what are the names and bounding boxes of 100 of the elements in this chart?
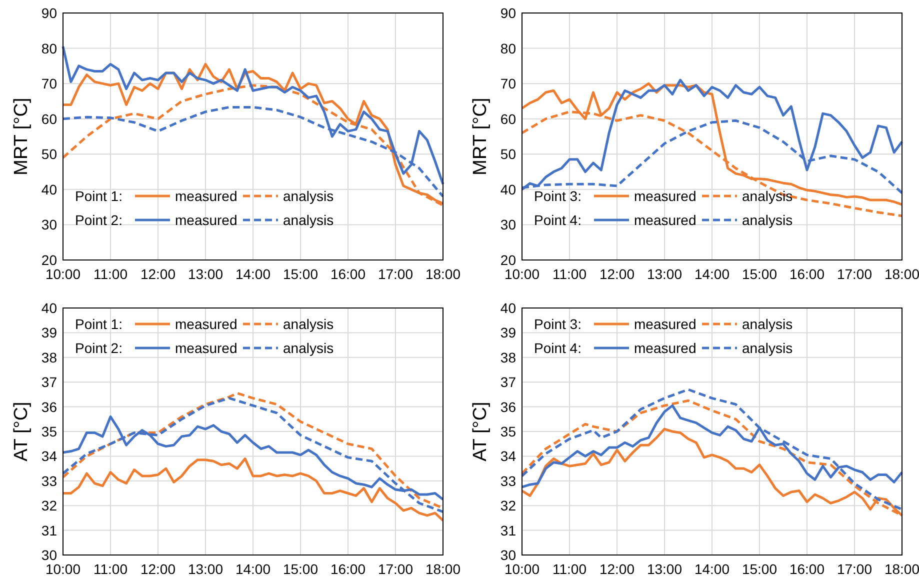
x-tick-label: 17:00 — [378, 561, 414, 577]
legend-label: analysis — [742, 340, 793, 356]
x-tick-label: 17:00 — [378, 266, 414, 282]
y-axis-title: MRT [°C] — [11, 98, 32, 176]
annotation: Point 3: — [534, 188, 582, 204]
x-tick-label: 12:00 — [140, 266, 176, 282]
line-series — [62, 457, 444, 522]
legend-label: analysis — [283, 316, 334, 332]
x-tick-label: 17:00 — [836, 561, 872, 577]
x-tick-label: 13:00 — [646, 266, 682, 282]
y-tick-label: 50 — [41, 146, 58, 162]
legend-label: analysis — [283, 188, 334, 204]
y-tick-label: 20 — [41, 252, 58, 268]
x-tick-label: 15:00 — [282, 266, 318, 282]
annotation: Point 1: — [75, 316, 122, 332]
y-tick-label: 30 — [500, 216, 516, 233]
legend-label: measured — [175, 188, 238, 204]
legend-label: analysis — [283, 340, 334, 356]
y-tick-label: 90 — [41, 5, 58, 21]
x-tick-label: 10:00 — [504, 561, 540, 577]
x-tick-label: 11:00 — [552, 561, 587, 577]
y-tick-label: 34 — [500, 448, 516, 464]
x-tick-label: 18:00 — [884, 266, 919, 282]
y-tick-label: 60 — [500, 110, 516, 127]
y-tick-label: 90 — [500, 5, 516, 21]
y-tick-label: 30 — [500, 547, 516, 563]
x-tick-label: 13:00 — [646, 561, 682, 577]
y-tick-label: 35 — [500, 424, 516, 440]
y-tick-label: 36 — [500, 398, 516, 415]
y-tick-label: 31 — [41, 522, 58, 538]
x-tick-label: 16:00 — [330, 561, 366, 577]
y-tick-label: 40 — [500, 300, 516, 316]
x-tick-label: 13:00 — [188, 561, 224, 577]
legend-label: analysis — [742, 188, 793, 204]
y-tick-label: 35 — [41, 424, 58, 440]
x-tick-label: 12:00 — [599, 266, 635, 282]
y-tick-label: 20 — [500, 252, 516, 268]
y-tick-label: 30 — [41, 216, 58, 233]
annotation: Point 1: — [75, 188, 122, 204]
x-tick-label: 18:00 — [425, 561, 461, 577]
x-tick-label: 15:00 — [742, 561, 778, 577]
y-tick-label: 33 — [41, 472, 58, 489]
y-tick-label: 70 — [500, 76, 516, 92]
legend-label: measured — [175, 316, 238, 332]
legend-label: measured — [634, 340, 696, 356]
y-tick-label: 70 — [41, 76, 58, 92]
y-tick-label: 36 — [41, 398, 58, 415]
x-tick-label: 12:00 — [599, 561, 635, 577]
x-tick-label: 11:00 — [94, 266, 128, 282]
annotation: Point 3: — [534, 316, 582, 332]
x-tick-label: 14:00 — [235, 266, 271, 282]
x-tick-label: 10:00 — [45, 266, 81, 282]
y-tick-label: 80 — [500, 40, 516, 56]
legend-label: measured — [634, 188, 696, 204]
x-tick-label: 17:00 — [836, 266, 872, 282]
legend-label: analysis — [742, 212, 793, 228]
y-tick-label: 40 — [41, 300, 58, 316]
y-tick-label: 37 — [500, 374, 516, 390]
legend-label: analysis — [742, 316, 793, 332]
y-axis-title: MRT [°C] — [470, 98, 491, 176]
annotation: Point 4: — [534, 212, 582, 228]
annotation: Point 2: — [75, 212, 122, 228]
x-tick-label: 15:00 — [282, 561, 318, 577]
x-tick-label: 14:00 — [694, 561, 730, 577]
legend-label: analysis — [283, 212, 334, 228]
legend-label: measured — [175, 212, 238, 228]
y-tick-label: 50 — [500, 146, 516, 162]
legend-label: measured — [634, 316, 696, 332]
legend-label: measured — [634, 212, 696, 228]
y-tick-label: 39 — [500, 324, 516, 341]
y-tick-label: 37 — [41, 374, 58, 390]
y-tick-label: 40 — [41, 181, 58, 198]
x-tick-label: 11:00 — [552, 266, 587, 282]
y-axis-title: AT [°C] — [11, 402, 32, 462]
x-tick-label: 18:00 — [884, 561, 919, 577]
y-tick-label: 40 — [500, 181, 516, 198]
y-tick-label: 80 — [41, 40, 58, 56]
y-tick-label: 34 — [41, 448, 58, 464]
y-tick-label: 32 — [500, 498, 516, 514]
y-tick-label: 32 — [41, 498, 58, 514]
x-tick-label: 14:00 — [235, 561, 271, 577]
x-tick-label: 10:00 — [45, 561, 81, 577]
y-axis-title: AT [°C] — [470, 402, 491, 462]
y-tick-label: 38 — [500, 349, 516, 366]
x-tick-label: 12:00 — [140, 561, 176, 577]
annotation: Point 4: — [534, 340, 582, 356]
x-tick-label: 16:00 — [789, 561, 825, 577]
y-tick-label: 39 — [41, 324, 58, 341]
annotation: Point 2: — [75, 340, 122, 356]
x-tick-label: 10:00 — [504, 266, 540, 282]
x-tick-label: 18:00 — [425, 266, 461, 282]
x-tick-label: 16:00 — [330, 266, 366, 282]
y-tick-label: 33 — [500, 472, 516, 489]
x-tick-label: 16:00 — [789, 266, 825, 282]
x-tick-label: 13:00 — [188, 266, 224, 282]
x-tick-label: 14:00 — [694, 266, 730, 282]
y-tick-label: 31 — [500, 522, 516, 538]
y-tick-label: 30 — [41, 547, 58, 563]
x-tick-label: 15:00 — [742, 266, 778, 282]
x-tick-label: 11:00 — [94, 561, 128, 577]
